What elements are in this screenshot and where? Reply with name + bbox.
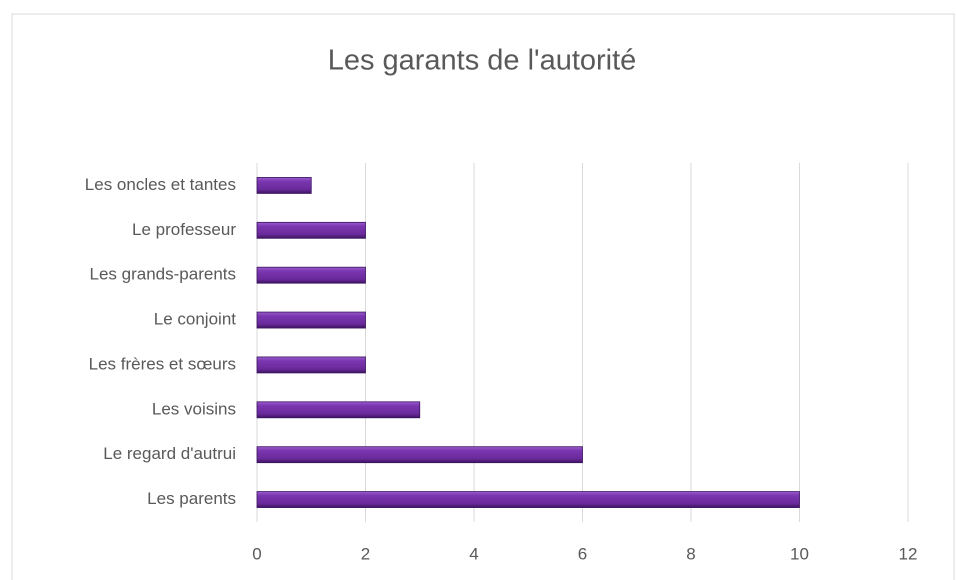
x-tick-label: 6 <box>578 544 587 563</box>
x-tick-label: 10 <box>790 544 809 563</box>
bar <box>256 221 366 239</box>
bar <box>256 177 312 194</box>
x-tick-label: 2 <box>361 544 370 563</box>
y-tick-label: Les grands-parents <box>90 265 236 284</box>
bar <box>256 491 800 508</box>
chart-title: Les garants de l'autorité <box>328 45 637 77</box>
bar <box>256 266 366 284</box>
y-tick-label: Les parents <box>147 489 236 508</box>
y-tick-label: Le conjoint <box>154 310 237 329</box>
bar <box>256 311 366 329</box>
y-tick-label: Le regard d'autrui <box>103 444 236 463</box>
bar <box>256 446 583 464</box>
y-tick-label: Les frères et sœurs <box>89 354 236 373</box>
chart-frame <box>11 13 955 580</box>
bar <box>256 401 421 419</box>
bar <box>256 356 366 374</box>
x-tick-label: 4 <box>469 544 478 563</box>
x-tick-label: 0 <box>252 544 261 563</box>
y-tick-label: Les voisins <box>152 399 236 418</box>
x-tick-label: 12 <box>899 544 918 563</box>
y-tick-label: Les oncles et tantes <box>85 175 236 194</box>
x-tick-label: 8 <box>686 544 695 563</box>
y-tick-label: Le professeur <box>132 220 236 239</box>
